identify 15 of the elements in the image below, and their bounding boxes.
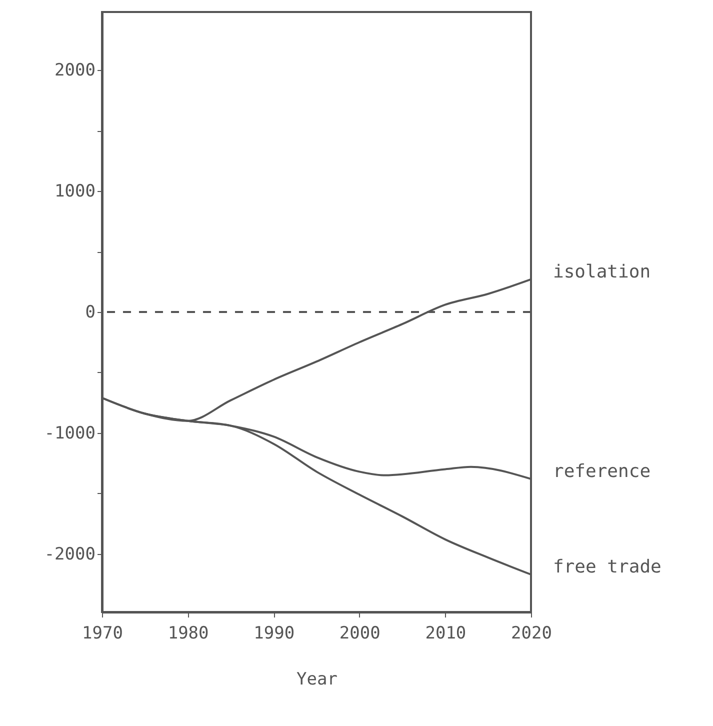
series-label: isolation <box>553 261 651 282</box>
x-tick-label: 1980 <box>168 624 209 644</box>
y-tick-label: 2000 <box>54 60 96 81</box>
x-tick-label: 2020 <box>511 624 552 644</box>
x-tick-label: 1970 <box>82 624 123 644</box>
y-tick-label: 1000 <box>54 182 96 202</box>
y-tick-label: -2000 <box>44 544 96 564</box>
x-tick-label: 2010 <box>425 624 466 644</box>
x-tick-label: 2000 <box>339 624 380 644</box>
series-label: reference <box>553 460 651 482</box>
series-label: free trade <box>553 556 662 578</box>
y-tick-label: -1000 <box>44 423 96 444</box>
y-tick-label: 0 <box>85 302 96 322</box>
x-axis-title: Year <box>296 670 338 690</box>
x-tick-label: 1990 <box>254 624 295 644</box>
